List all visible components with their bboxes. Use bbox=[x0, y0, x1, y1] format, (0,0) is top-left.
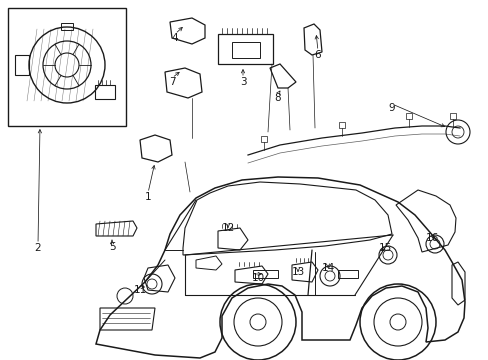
Text: 10: 10 bbox=[251, 273, 264, 283]
Text: 16: 16 bbox=[425, 233, 438, 243]
Text: 2: 2 bbox=[35, 243, 41, 253]
Text: 8: 8 bbox=[274, 93, 281, 103]
Text: 4: 4 bbox=[171, 33, 178, 43]
Text: 5: 5 bbox=[108, 242, 115, 252]
Text: 1: 1 bbox=[144, 192, 151, 202]
Bar bbox=[337, 270, 357, 278]
Text: 13: 13 bbox=[291, 267, 304, 277]
Bar bbox=[231, 42, 260, 58]
Text: 11: 11 bbox=[133, 285, 146, 295]
Text: 9: 9 bbox=[388, 103, 394, 113]
Bar bbox=[448, 113, 454, 119]
Bar bbox=[338, 122, 345, 127]
Text: 14: 14 bbox=[321, 263, 334, 273]
Bar bbox=[8, 8, 126, 126]
Text: 7: 7 bbox=[168, 77, 175, 87]
Bar bbox=[252, 270, 278, 278]
Bar bbox=[405, 113, 411, 119]
Text: 15: 15 bbox=[378, 243, 391, 253]
Text: 12: 12 bbox=[221, 223, 234, 233]
Text: 6: 6 bbox=[314, 50, 321, 60]
Bar bbox=[218, 34, 272, 64]
Bar bbox=[261, 136, 266, 142]
Text: 3: 3 bbox=[239, 77, 246, 87]
